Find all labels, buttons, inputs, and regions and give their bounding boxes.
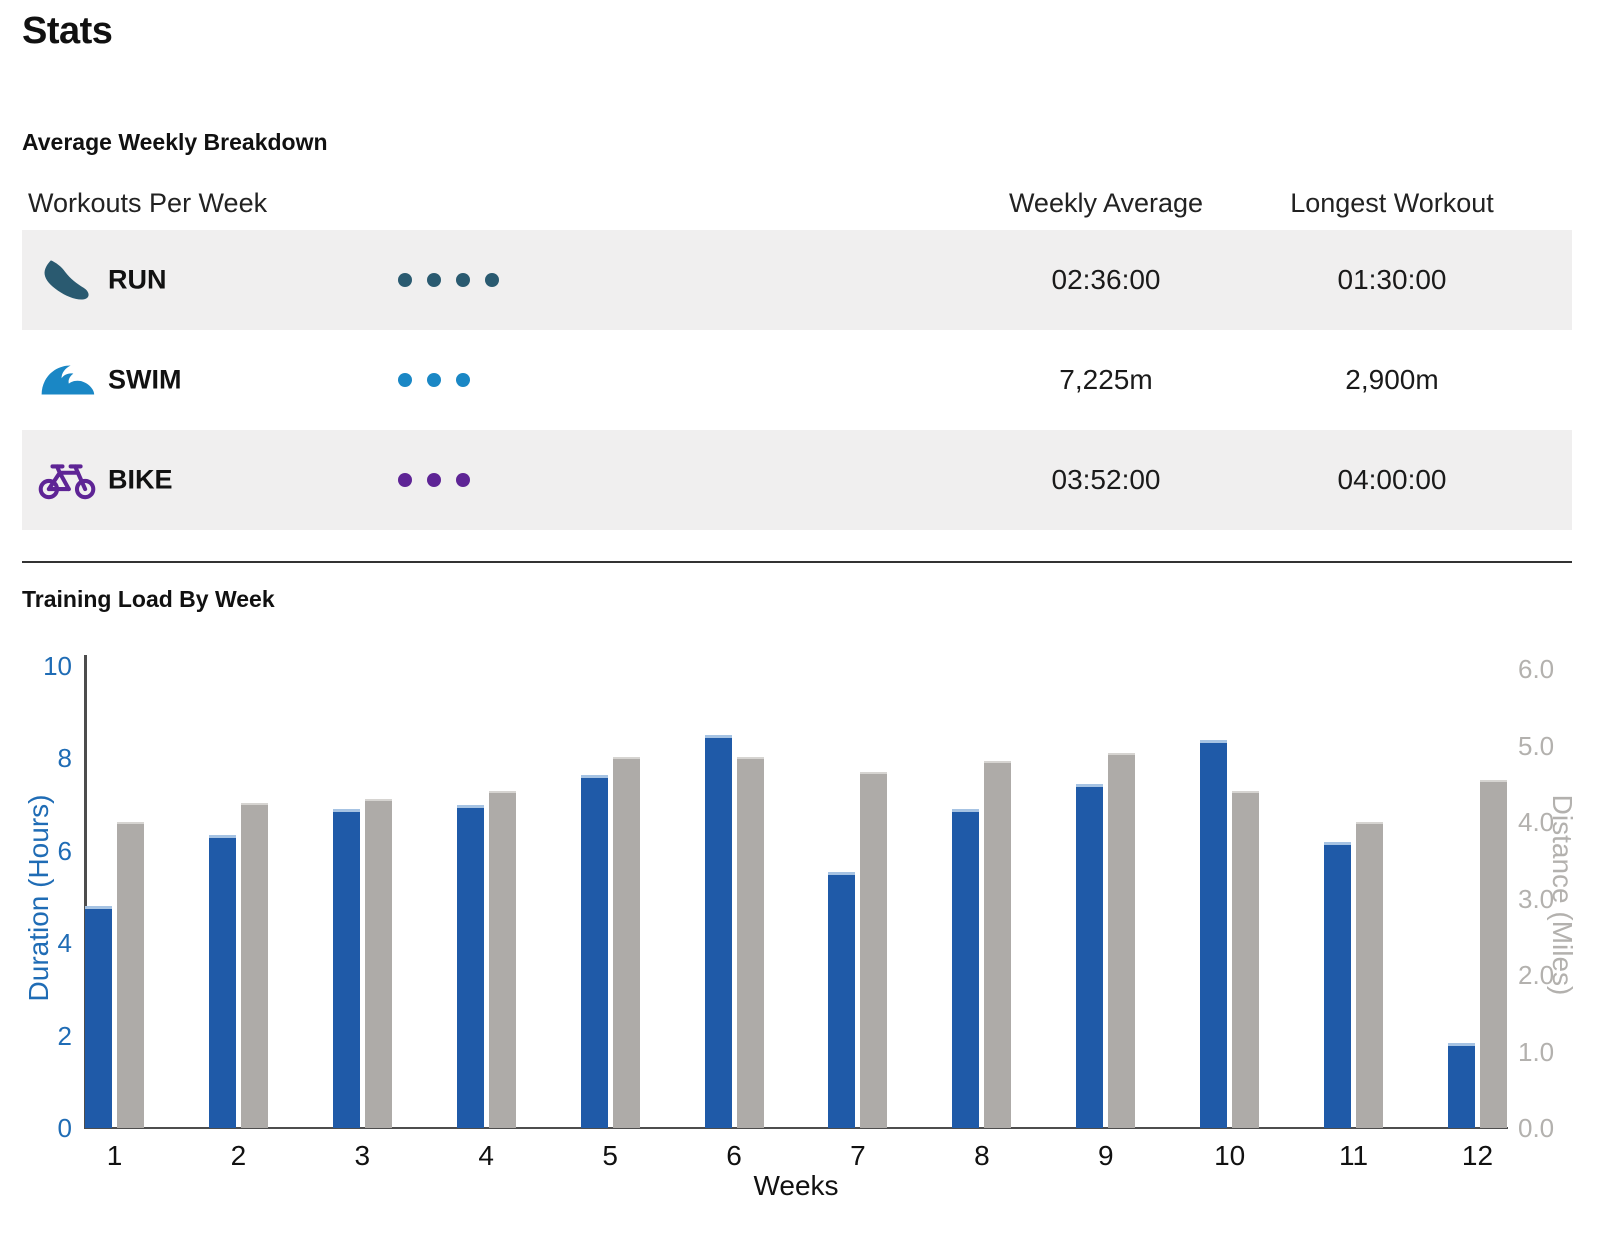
right-axis-tick-label: 5.0 (1518, 730, 1555, 761)
right-axis-tick-label: 1.0 (1518, 1036, 1555, 1067)
workouts-per-week-dots (398, 373, 470, 387)
left-axis-title: Duration (Hours) (23, 794, 54, 1002)
duration-bar (580, 774, 608, 1128)
longest-workout-value: 01:30:00 (1337, 264, 1447, 295)
weekly-average-value: 02:36:00 (1051, 264, 1161, 295)
duration-bar (332, 809, 360, 1128)
distance-bar (860, 772, 888, 1128)
x-axis-tick-label: 4 (478, 1140, 494, 1171)
workout-dot (485, 273, 499, 287)
workout-dot (456, 273, 470, 287)
duration-bar (85, 906, 112, 1128)
section-divider (22, 561, 1572, 563)
left-axis-tick-label: 2 (57, 1020, 72, 1051)
table-row-run: RUN 02:36:00 01:30:00 (22, 230, 1572, 330)
duration-bar (704, 735, 732, 1128)
breakdown-section-title: Average Weekly Breakdown (22, 129, 328, 155)
duration-bar (208, 834, 236, 1128)
x-axis-tick-label: 7 (850, 1140, 866, 1171)
x-axis-tick-label: 1 (106, 1140, 123, 1171)
x-axis-tick-label: 9 (1097, 1140, 1114, 1171)
chart-section-title: Training Load By Week (22, 586, 275, 612)
x-axis-tick-label: 8 (974, 1140, 990, 1171)
distance-bar (984, 760, 1012, 1128)
workouts-per-week-dots (398, 273, 499, 287)
right-axis-tick-label: 0.0 (1518, 1113, 1555, 1143)
workout-dot (398, 273, 412, 287)
swim-wave-icon (38, 355, 96, 405)
longest-workout-value: 04:00:00 (1337, 464, 1447, 495)
distance-bar (1356, 822, 1384, 1128)
distance-bar (240, 802, 268, 1128)
weekly-average-value: 03:52:00 (1051, 464, 1161, 495)
x-axis-line (84, 1127, 1508, 1129)
workout-dot (456, 473, 470, 487)
x-axis-tick-label: 11 (1339, 1140, 1369, 1171)
workout-dot (427, 273, 441, 287)
column-header-weekly-average: Weekly Average (1008, 188, 1204, 218)
x-axis-tick-label: 2 (230, 1140, 247, 1171)
distance-bar (1232, 791, 1260, 1128)
table-row-swim: SWIM 7,225m 2,900m (22, 330, 1572, 430)
right-axis-tick-label: 4.0 (1518, 807, 1555, 837)
workout-dot (398, 373, 412, 387)
left-axis-tick-label: 6 (57, 835, 72, 866)
duration-bar (1200, 739, 1228, 1128)
x-axis-tick-label: 6 (726, 1140, 742, 1171)
left-axis-tick-label: 0 (57, 1113, 72, 1143)
workout-dot (427, 373, 441, 387)
distance-bar (1480, 779, 1507, 1128)
workout-dot (427, 473, 441, 487)
duration-bar (1448, 1042, 1475, 1128)
bike-icon (38, 455, 96, 505)
workout-dot (456, 373, 470, 387)
workout-dot (398, 473, 412, 487)
duration-bar (952, 809, 980, 1128)
column-header-workouts-per-week: Workouts Per Week (28, 188, 268, 218)
x-axis-tick-label: 12 (1461, 1140, 1494, 1171)
left-axis-tick-label: 8 (57, 743, 72, 774)
x-axis-tick-label: 10 (1214, 1140, 1246, 1171)
distance-bar (736, 756, 764, 1128)
duration-bar (1324, 841, 1352, 1128)
x-axis-tick-label: 5 (602, 1140, 618, 1171)
x-axis-title: Weeks (753, 1170, 839, 1201)
duration-bar (1076, 783, 1104, 1128)
page-title: Stats (22, 10, 113, 52)
distance-bar (488, 791, 516, 1128)
right-axis-tick-label: 2.0 (1518, 960, 1555, 990)
left-axis-tick-label: 4 (57, 928, 72, 959)
sport-label-run: RUN (108, 264, 167, 295)
distance-bar (364, 799, 392, 1128)
distance-bar (612, 756, 640, 1128)
right-axis-tick-label: 3.0 (1518, 883, 1555, 914)
column-header-longest-workout: Longest Workout (1290, 188, 1494, 218)
duration-bar (456, 804, 484, 1128)
distance-bar (1108, 753, 1136, 1128)
longest-workout-value: 2,900m (1345, 364, 1439, 395)
distance-bar (117, 822, 144, 1128)
table-row-bike: BIKE 03:52:00 04:00:00 (22, 430, 1572, 530)
sport-label-swim: SWIM (108, 364, 182, 395)
sport-label-bike: BIKE (108, 464, 173, 495)
run-shoe-icon (38, 255, 96, 305)
right-axis-tick-label: 6.0 (1518, 654, 1555, 684)
left-axis-tick-label: 10 (43, 651, 72, 681)
weekly-average-value: 7,225m (1059, 364, 1153, 395)
duration-bar (828, 871, 856, 1128)
workouts-per-week-dots (398, 473, 470, 487)
x-axis-tick-label: 3 (354, 1140, 371, 1171)
left-axis-line (84, 655, 87, 1129)
